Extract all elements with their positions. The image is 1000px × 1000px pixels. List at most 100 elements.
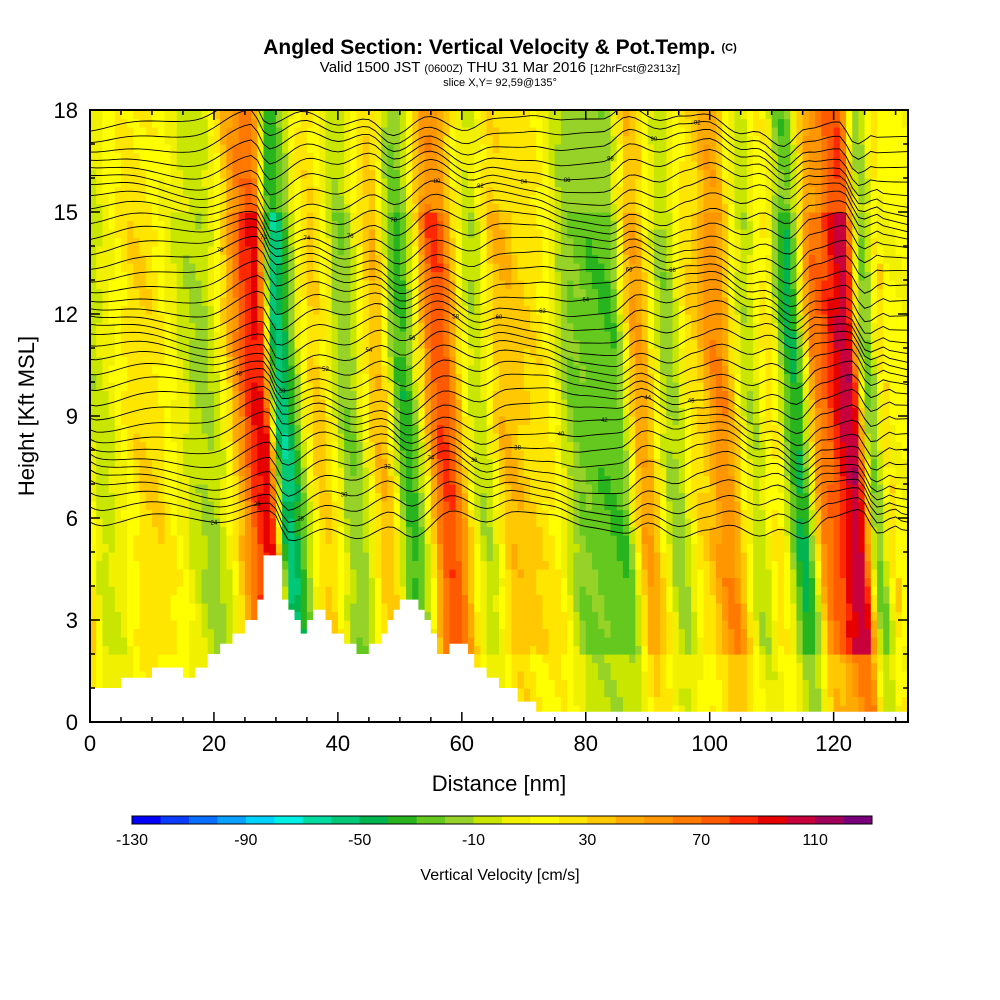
velocity-cell	[164, 424, 172, 434]
velocity-cell	[133, 628, 141, 638]
velocity-cell	[474, 263, 482, 273]
velocity-cell	[406, 407, 413, 417]
velocity-cell	[437, 271, 444, 281]
velocity-cell	[145, 654, 153, 664]
velocity-cell	[201, 620, 209, 630]
velocity-cell	[263, 144, 271, 154]
velocity-cell	[127, 611, 134, 621]
velocity-cell	[455, 552, 463, 562]
velocity-cell	[145, 501, 153, 511]
velocity-cell	[443, 169, 451, 179]
velocity-cell	[319, 178, 327, 188]
velocity-cell	[176, 645, 184, 655]
velocity-cell	[412, 441, 420, 451]
velocity-cell	[511, 645, 519, 655]
velocity-cell	[486, 382, 494, 392]
velocity-cell	[207, 305, 215, 315]
velocity-cell	[300, 577, 308, 587]
velocity-cell	[201, 110, 209, 120]
velocity-cell	[300, 390, 308, 400]
velocity-cell	[288, 280, 296, 290]
velocity-cell	[275, 178, 283, 188]
velocity-cell	[449, 603, 457, 613]
velocity-cell	[331, 195, 339, 205]
velocity-cell	[207, 518, 215, 528]
velocity-cell	[418, 416, 426, 426]
velocity-cell	[170, 501, 178, 511]
velocity-cell	[102, 178, 110, 188]
velocity-cell	[499, 186, 506, 196]
velocity-cell	[269, 339, 277, 349]
velocity-cell	[443, 212, 451, 222]
velocity-cell	[182, 365, 190, 375]
velocity-cell	[145, 492, 153, 502]
velocity-cell	[406, 144, 413, 154]
velocity-cell	[102, 322, 110, 332]
velocity-cell	[443, 543, 451, 553]
velocity-cell	[257, 161, 265, 171]
velocity-cell	[207, 322, 215, 332]
velocity-cell	[251, 416, 258, 426]
velocity-cell	[226, 246, 234, 256]
velocity-cell	[257, 322, 265, 332]
velocity-cell	[325, 348, 333, 358]
velocity-cell	[133, 178, 141, 188]
velocity-cell	[499, 577, 506, 587]
velocity-cell	[275, 110, 283, 120]
velocity-cell	[406, 441, 413, 451]
velocity-cell	[207, 450, 215, 460]
velocity-cell	[282, 246, 289, 256]
velocity-cell	[455, 594, 463, 604]
velocity-cell	[474, 407, 482, 417]
velocity-cell	[151, 569, 159, 579]
velocity-cell	[468, 186, 475, 196]
velocity-cell	[344, 603, 351, 613]
velocity-cell	[288, 399, 296, 409]
velocity-cell	[461, 288, 469, 298]
velocity-cell	[201, 237, 209, 247]
velocity-cell	[480, 390, 488, 400]
velocity-cell	[238, 577, 246, 587]
velocity-cell	[381, 169, 389, 179]
velocity-cell	[505, 509, 512, 519]
velocity-cell	[257, 475, 265, 485]
velocity-cell	[108, 424, 116, 434]
velocity-cell	[151, 356, 159, 366]
velocity-cell	[344, 441, 351, 451]
velocity-cell	[251, 288, 258, 298]
velocity-cell	[139, 339, 147, 349]
velocity-cell	[337, 110, 345, 120]
velocity-cell	[350, 212, 358, 222]
velocity-cell	[226, 297, 234, 307]
velocity-cell	[164, 611, 172, 621]
velocity-cell	[182, 263, 190, 273]
velocity-cell	[294, 484, 302, 494]
velocity-cell	[325, 297, 333, 307]
velocity-cell	[251, 348, 258, 358]
velocity-cell	[337, 263, 345, 273]
velocity-cell	[158, 628, 165, 638]
velocity-cell	[511, 382, 519, 392]
velocity-cell	[282, 441, 289, 451]
velocity-cell	[511, 144, 519, 154]
velocity-cell	[238, 118, 246, 128]
velocity-cell	[108, 348, 116, 358]
velocity-cell	[294, 433, 302, 443]
velocity-cell	[319, 297, 327, 307]
velocity-cell	[418, 118, 426, 128]
velocity-cell	[480, 195, 488, 205]
velocity-cell	[238, 373, 246, 383]
velocity-cell	[96, 365, 103, 375]
velocity-cell	[120, 637, 128, 647]
velocity-cell	[350, 305, 358, 315]
velocity-cell	[517, 552, 525, 562]
velocity-cell	[96, 322, 103, 332]
velocity-cell	[492, 620, 500, 630]
velocity-cell	[96, 152, 103, 162]
velocity-cell	[455, 543, 463, 553]
velocity-cell	[164, 220, 172, 230]
velocity-cell	[443, 450, 451, 460]
velocity-cell	[170, 526, 178, 536]
velocity-cell	[90, 484, 97, 494]
velocity-cell	[244, 407, 252, 417]
